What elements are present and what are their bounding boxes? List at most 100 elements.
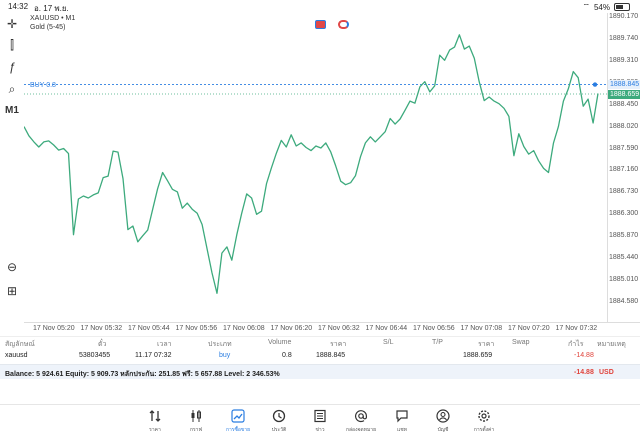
- col-type: ประเภท: [208, 341, 232, 348]
- indicators-icon[interactable]: ⫿: [10, 38, 14, 52]
- chat-icon: [396, 410, 408, 423]
- tab-label: แชท: [397, 427, 407, 433]
- chart-subtitle: Gold (5-45): [30, 24, 66, 31]
- status-bar: 14:32 อ. 17 พ.ย. ⌔ 54%: [0, 0, 640, 13]
- col-ticket: ตั๋ว: [98, 341, 107, 348]
- tab-quotes[interactable]: ราคา: [135, 409, 175, 434]
- price-tick-label: 1890.170: [609, 13, 639, 20]
- time-tick-label: 17 Nov 06:08: [223, 325, 265, 332]
- tab-account[interactable]: บัญชี: [423, 409, 463, 434]
- objects-icon[interactable]: ⌕: [8, 82, 16, 96]
- price-tick-label: 1889.740: [609, 34, 639, 42]
- mailbox-at-icon: [355, 410, 367, 423]
- time-tick-label: 17 Nov 06:32: [318, 325, 360, 332]
- depth-of-market-icon[interactable]: [338, 20, 349, 29]
- timeframe-button[interactable]: M1: [5, 105, 19, 116]
- time-tick-label: 17 Nov 05:44: [128, 325, 170, 332]
- time-tick-label: 17 Nov 07:32: [555, 325, 598, 332]
- price-tick-label: 1885.010: [609, 276, 639, 284]
- price-tick-label: 1885.870: [609, 232, 639, 240]
- buy-price-tag: 1888.845: [608, 79, 640, 89]
- trade-chart-icon: [231, 409, 245, 423]
- battery-icon: [614, 3, 630, 11]
- tab-trade[interactable]: การซื้อขาย: [218, 409, 258, 434]
- total-profit: -14.88: [574, 369, 594, 376]
- col-open-price: ราคา: [330, 341, 347, 348]
- tab-label: กราฟ: [189, 427, 203, 433]
- tab-label: การตั้งค่า: [473, 427, 495, 433]
- tab-label: บัญชี: [437, 427, 449, 433]
- price-tick-label: 1887.160: [609, 166, 639, 174]
- col-comment: หมายเหตุ: [597, 341, 626, 348]
- tab-settings[interactable]: การตั้งค่า: [464, 409, 504, 434]
- time-tick-label: 17 Nov 05:32: [80, 325, 123, 332]
- col-symbol: สัญลักษณ์: [5, 341, 35, 348]
- trades-table-header: สัญลักษณ์ ตั๋ว เวลา ประเภท Volume ราคา S…: [0, 336, 640, 348]
- tab-label: ประวัติ: [271, 427, 287, 433]
- crosshair-icon[interactable]: ✛: [6, 17, 18, 31]
- time-axis: [24, 322, 640, 334]
- tab-label: ข่าว: [315, 427, 325, 433]
- price-tick-label: 1884.580: [609, 298, 639, 305]
- col-volume: Volume: [268, 339, 292, 346]
- current-price-tag: 1888.659: [608, 90, 640, 100]
- new-order-icon[interactable]: ⊞: [6, 284, 18, 298]
- row-ticket: 53803455: [79, 352, 111, 359]
- balance-line: Balance: 5 924.61 Equity: 5 909.73 หลักป…: [5, 371, 280, 378]
- tab-history[interactable]: ประวัติ: [259, 409, 299, 434]
- col-sl: S/L: [383, 339, 394, 346]
- row-current-price: 1888.659: [463, 352, 493, 359]
- col-tp: T/P: [432, 339, 443, 346]
- row-open-price: 1888.845: [316, 352, 346, 359]
- tab-chat[interactable]: แชท: [382, 409, 422, 434]
- price-tick-label: 1887.590: [609, 144, 639, 152]
- battery-percent: 54%: [593, 2, 610, 12]
- settings-gear-icon: [478, 410, 490, 422]
- history-clock-icon: [272, 409, 286, 423]
- price-tick-label: 1888.020: [609, 122, 639, 130]
- tab-charts[interactable]: กราฟ: [176, 409, 216, 434]
- row-type: buy: [219, 352, 231, 359]
- col-profit: กำไร: [568, 341, 584, 348]
- row-time: 11.17 07:32: [135, 352, 172, 359]
- candles-icon: [191, 410, 201, 422]
- bottom-tab-bar: ราคา กราฟ การซื้อขาย ประวัติ ข่าว กล่องจ…: [0, 404, 640, 447]
- col-price: ราคา: [478, 341, 495, 348]
- tab-news[interactable]: ข่าว: [300, 409, 340, 434]
- row-symbol: xauusd: [5, 352, 28, 359]
- status-date: อ. 17 พ.ย.: [34, 4, 69, 13]
- profit-currency: USD: [599, 369, 614, 376]
- one-click-trading-icon[interactable]: [315, 20, 326, 29]
- col-swap: Swap: [512, 339, 530, 346]
- buy-line-label: BUY 0.8: [30, 82, 56, 89]
- function-icon[interactable]: ƒ: [8, 60, 16, 74]
- wifi-icon: ⌔: [582, 2, 590, 11]
- time-tick-label: 17 Nov 07:20: [508, 325, 550, 332]
- time-tick-label: 17 Nov 05:20: [33, 325, 75, 332]
- account-icon: [436, 409, 450, 423]
- price-axis: [607, 13, 640, 322]
- row-profit: -14.88: [574, 352, 594, 359]
- chart-symbol: XAUUSD • M1: [30, 15, 76, 22]
- time-tick-label: 17 Nov 06:56: [413, 325, 455, 332]
- news-icon: [314, 409, 326, 423]
- tab-label: กล่องจดหมาย: [345, 427, 377, 433]
- status-time: 14:32: [8, 2, 29, 11]
- account-summary: Balance: 5 924.61 Equity: 5 909.73 หลักป…: [0, 364, 640, 379]
- price-tick-label: 1889.310: [609, 56, 639, 64]
- row-volume: 0.8: [282, 352, 292, 359]
- tab-label: ราคา: [149, 427, 161, 433]
- tab-mailbox[interactable]: กล่องจดหมาย: [341, 409, 381, 434]
- zoom-icon[interactable]: ⊖: [6, 260, 18, 274]
- price-chart[interactable]: [24, 13, 607, 322]
- price-tick-label: 1888.450: [609, 100, 639, 108]
- buy-level-handle: [592, 82, 598, 87]
- table-row[interactable]: xauusd 53803455 11.17 07:32 buy 0.8 1888…: [0, 350, 640, 364]
- time-tick-label: 17 Nov 06:44: [365, 325, 408, 332]
- price-tick-label: 1885.440: [609, 254, 639, 262]
- price-tick-label: 1886.730: [609, 188, 639, 196]
- time-tick-label: 17 Nov 05:56: [175, 325, 218, 332]
- price-series-line: [24, 34, 599, 294]
- col-time: เวลา: [157, 341, 172, 348]
- tab-label: การซื้อขาย: [225, 427, 251, 433]
